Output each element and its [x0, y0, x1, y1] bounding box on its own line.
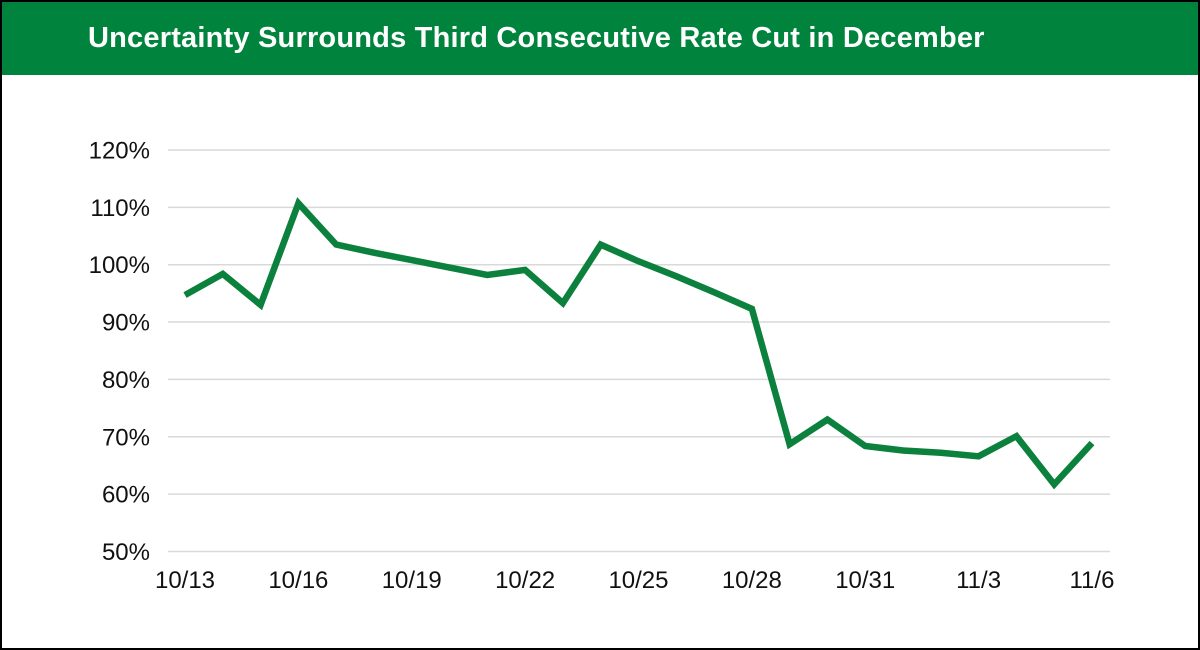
x-axis-tick-label: 10/25	[608, 567, 668, 594]
y-axis-tick-label: 60%	[102, 482, 150, 509]
y-axis-tick-label: 50%	[102, 539, 150, 566]
series-line	[183, 197, 1095, 490]
x-axis-tick-label: 10/22	[495, 567, 555, 594]
x-axis-tick-label: 10/31	[835, 567, 895, 594]
chart-title: Uncertainty Surrounds Third Consecutive …	[88, 22, 985, 54]
y-axis-tick-label: 110%	[90, 195, 150, 222]
y-axis-tick-label: 100%	[89, 252, 150, 279]
y-axis-tick-label: 70%	[102, 424, 150, 451]
x-axis-tick-label: 10/19	[382, 567, 442, 594]
y-axis-tick-label: 120%	[89, 137, 150, 164]
y-axis-tick-label: 80%	[102, 367, 150, 394]
x-axis-tick-label: 11/6	[1069, 567, 1114, 594]
x-axis-tick-label: 11/3	[956, 567, 1001, 594]
y-axis-tick-label: 90%	[102, 310, 150, 337]
x-axis-tick-label: 10/16	[268, 567, 328, 594]
chart-header: Uncertainty Surrounds Third Consecutive …	[2, 2, 1198, 75]
x-axis-tick-label: 10/13	[155, 567, 215, 594]
x-axis-tick-label: 10/28	[722, 567, 782, 594]
